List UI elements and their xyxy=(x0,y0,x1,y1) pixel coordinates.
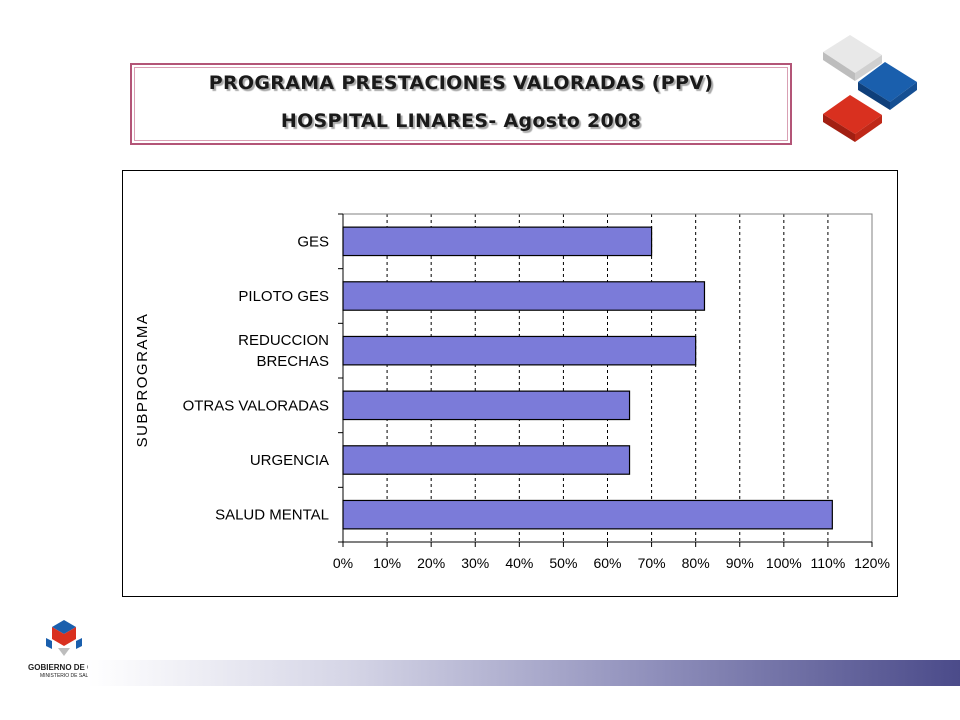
title-box: PROGRAMA PRESTACIONES VALORADAS (PPV) HO… xyxy=(130,63,792,145)
bar xyxy=(342,499,833,530)
logo-subtitle: MINISTERIO DE SALUD xyxy=(40,673,96,679)
x-tick-label: 110% xyxy=(811,555,846,571)
x-tick-label: 90% xyxy=(726,555,754,571)
bar xyxy=(342,335,697,366)
x-tick-label: 20% xyxy=(417,555,445,571)
bar xyxy=(342,445,631,475)
x-tick-label: 100% xyxy=(766,555,802,571)
grey-cube-icon xyxy=(823,35,882,81)
gobierno-de-chile-logo xyxy=(46,620,82,656)
footer-gradient-bar xyxy=(88,660,960,686)
red-cube-icon xyxy=(823,95,882,142)
category-label: OTRAS VALORADAS xyxy=(183,397,329,414)
x-tick-label: 50% xyxy=(549,555,577,571)
bar-chart: 0% 10% 20% 30% 40% 50% 60% 70% 80% 90% 100% 110% 120… xyxy=(134,213,890,571)
bar xyxy=(342,226,653,257)
x-tick-label: 70% xyxy=(638,555,666,571)
cube-logo xyxy=(823,35,917,142)
x-tick-label: 40% xyxy=(505,555,533,571)
x-tick-label: 80% xyxy=(682,555,710,571)
bar xyxy=(342,281,706,311)
x-tick-label: 120% xyxy=(854,555,890,571)
x-tick-label: 30% xyxy=(461,555,489,571)
category-label: URGENCIA xyxy=(250,452,329,469)
slide-subtitle: HOSPITAL LINARES- Agosto 2008 xyxy=(280,110,642,132)
x-tick-label: 10% xyxy=(373,555,401,571)
blue-cube-icon xyxy=(858,62,917,110)
category-label: BRECHAS xyxy=(256,353,329,370)
x-tick-label: 0% xyxy=(333,555,353,571)
logo-name: GOBIERNO DE CHILE xyxy=(28,663,112,672)
bar xyxy=(342,390,631,421)
category-label: SALUD MENTAL xyxy=(215,507,329,524)
chart-frame: 0% 10% 20% 30% 40% 50% 60% 70% 80% 90% 100% 110% 120… xyxy=(122,170,898,597)
category-label: REDUCCION xyxy=(238,332,329,349)
y-axis-title: SUBPROGRAMA xyxy=(134,313,151,448)
category-label: GES xyxy=(297,233,329,250)
x-tick-label: 60% xyxy=(593,555,621,571)
slide-title: PROGRAMA PRESTACIONES VALORADAS (PPV) xyxy=(208,72,714,94)
category-label: PILOTO GES xyxy=(238,288,329,305)
